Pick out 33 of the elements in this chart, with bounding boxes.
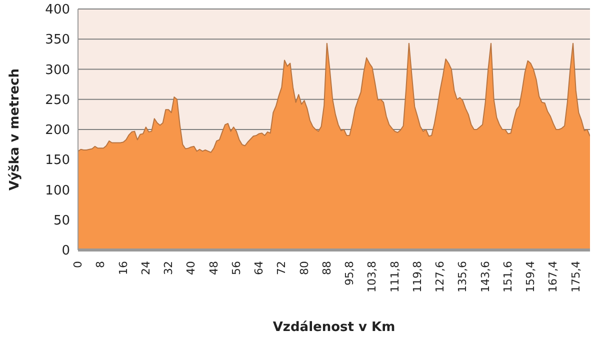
y-tick-label: 150 bbox=[45, 153, 70, 168]
x-tick-label: 151,6 bbox=[501, 261, 514, 292]
x-tick-label: 16 bbox=[116, 261, 130, 275]
x-tick-label: 0 bbox=[72, 261, 84, 268]
y-tick-label: 400 bbox=[45, 2, 70, 18]
x-tick-label: 143,6 bbox=[478, 261, 492, 292]
y-tick-label: 100 bbox=[45, 183, 70, 198]
x-tick-label: 95,8 bbox=[343, 261, 356, 286]
x-tick-label: 135,6 bbox=[456, 261, 470, 292]
x-tick-label: 72 bbox=[275, 261, 288, 275]
x-tick-label: 32 bbox=[162, 261, 176, 275]
x-tick-label: 111,8 bbox=[388, 261, 402, 292]
x-tick-label: 127,6 bbox=[434, 261, 447, 292]
x-tick-label: 24 bbox=[139, 261, 152, 275]
x-tick-label: 40 bbox=[184, 261, 198, 275]
x-tick-label: 80 bbox=[298, 261, 311, 275]
x-tick-label: 64 bbox=[252, 261, 266, 275]
x-axis-title: Vzdálenost v Km bbox=[272, 320, 396, 335]
y-tick-label: 200 bbox=[45, 123, 70, 138]
x-tick-label: 48 bbox=[207, 261, 220, 275]
y-tick-label: 350 bbox=[45, 32, 70, 48]
x-tick-label: 103,8 bbox=[366, 261, 379, 292]
x-tick-label: 159,4 bbox=[524, 261, 538, 292]
x-tick-label: 8 bbox=[94, 261, 108, 268]
x-tick-label: 88 bbox=[320, 261, 334, 275]
y-tick-label: 250 bbox=[45, 92, 70, 108]
x-tick-label: 167,4 bbox=[546, 261, 560, 292]
x-tick-label: 175,4 bbox=[569, 261, 582, 292]
y-axis-title: Výška v metrech bbox=[8, 68, 23, 190]
y-tick-label: 300 bbox=[45, 62, 70, 78]
x-tick-label: 56 bbox=[230, 261, 243, 275]
x-tick-label: 119,8 bbox=[410, 261, 424, 292]
y-tick-label: 50 bbox=[53, 213, 70, 228]
